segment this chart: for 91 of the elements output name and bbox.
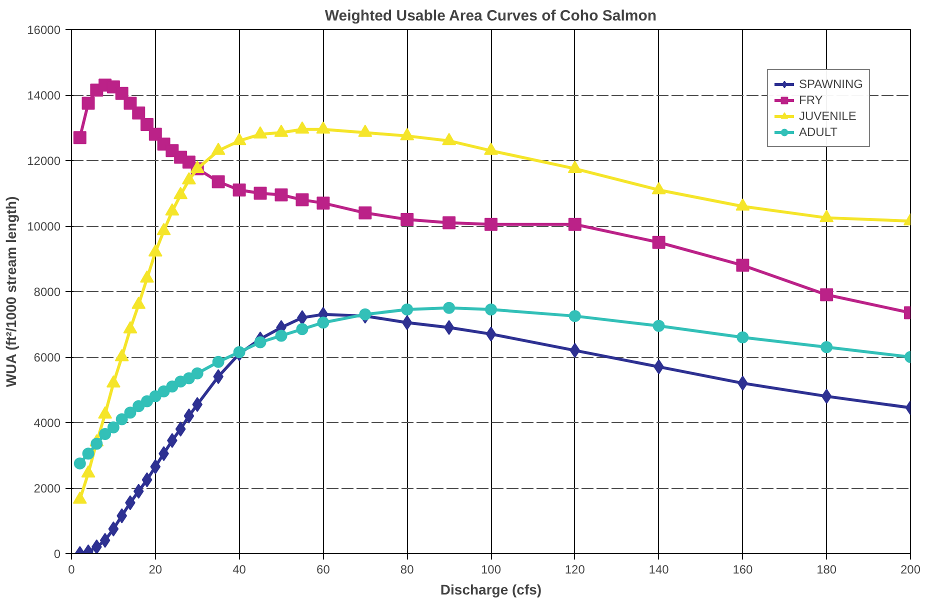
point	[116, 508, 128, 524]
point	[443, 302, 456, 314]
point	[132, 106, 146, 120]
y-tick-label: 0	[54, 547, 61, 561]
legend-label: FRY	[798, 92, 823, 108]
point	[116, 413, 128, 426]
x-tick-label: 80	[400, 562, 414, 576]
point	[652, 236, 666, 249]
y-tick-label: 8000	[34, 285, 61, 299]
point	[736, 258, 750, 272]
x-tick-label: 160	[732, 562, 754, 576]
x-tick-label: 40	[232, 562, 246, 576]
point	[359, 308, 372, 320]
point	[233, 346, 246, 358]
point	[150, 459, 161, 474]
point	[442, 216, 456, 230]
point	[148, 128, 162, 141]
point	[254, 336, 266, 348]
y-tick-label: 4000	[34, 416, 61, 430]
y-tick-label: 10000	[27, 220, 61, 234]
point	[141, 395, 154, 408]
point	[254, 186, 267, 200]
point	[568, 218, 582, 231]
point	[484, 218, 498, 231]
point	[401, 304, 414, 316]
x-tick-label: 140	[648, 562, 670, 576]
point	[212, 175, 225, 188]
y-tick-label: 16000	[27, 23, 61, 37]
legend-label: ADULT	[798, 124, 838, 140]
y-tick-label: 6000	[34, 350, 61, 364]
point	[124, 96, 137, 110]
point	[184, 408, 194, 424]
point	[317, 316, 330, 329]
x-tick-label: 100	[480, 562, 502, 576]
point	[358, 206, 372, 220]
point	[82, 96, 95, 110]
point	[296, 323, 308, 336]
x-tick-label: 0	[68, 562, 76, 576]
y-axis-title: WUA (ft²/1000 stream length)	[3, 196, 20, 388]
point	[142, 472, 152, 488]
point	[212, 356, 224, 368]
point	[296, 193, 309, 206]
y-tick-label: 2000	[34, 482, 61, 496]
point	[400, 212, 414, 226]
point	[275, 330, 288, 342]
point	[92, 539, 102, 554]
chart-title: Weighted Usable Area Curves of Coho Salmon	[324, 8, 657, 24]
x-tick-label: 20	[148, 562, 162, 576]
point	[570, 342, 580, 358]
point	[316, 196, 330, 210]
point	[73, 131, 86, 144]
point	[133, 484, 144, 499]
point	[820, 341, 833, 354]
point	[192, 396, 203, 412]
point	[402, 315, 412, 330]
point	[115, 86, 128, 100]
x-tick-label: 200	[900, 562, 921, 576]
point	[568, 310, 581, 322]
point	[74, 457, 86, 470]
point	[158, 385, 170, 398]
x-tick-label: 60	[316, 562, 330, 576]
point	[82, 448, 94, 460]
point	[485, 304, 497, 316]
point	[99, 428, 112, 440]
point	[444, 320, 454, 336]
x-tick-label: 120	[564, 562, 586, 576]
point	[132, 400, 145, 412]
x-axis-title: Discharge (cfs)	[440, 582, 542, 598]
point	[274, 188, 288, 202]
point	[100, 532, 110, 548]
point	[175, 422, 186, 437]
x-tick-label: 180	[816, 562, 837, 576]
legend-label: JUVENILE	[798, 108, 856, 124]
point	[149, 390, 162, 402]
point	[166, 380, 178, 392]
point	[182, 372, 195, 384]
legend-label: SPAWNING	[798, 76, 863, 92]
point	[108, 521, 119, 536]
point	[820, 288, 834, 302]
point	[191, 367, 204, 380]
point	[232, 183, 246, 196]
point	[140, 118, 154, 131]
point	[652, 320, 665, 332]
point	[486, 326, 496, 342]
point	[821, 388, 832, 404]
point	[107, 421, 120, 434]
point	[90, 438, 103, 450]
y-tick-label: 14000	[27, 88, 61, 102]
y-tick-label: 12000	[27, 154, 61, 168]
point	[736, 331, 749, 344]
point	[124, 406, 136, 419]
